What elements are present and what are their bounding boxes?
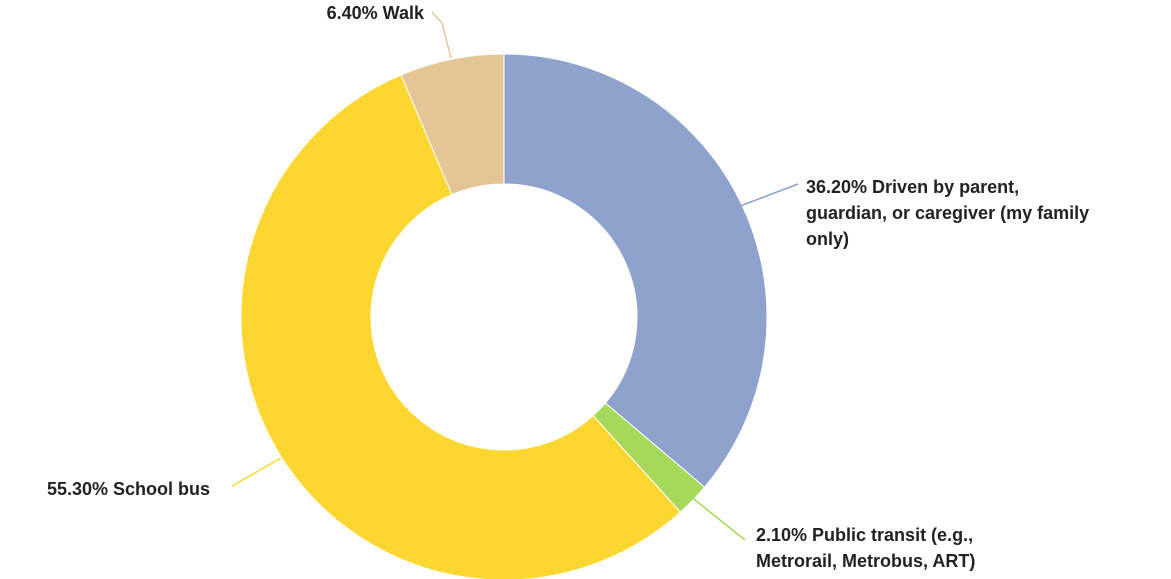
slice-label-line: 6.40% Walk <box>327 3 425 23</box>
slice-label-line: 55.30% School bus <box>47 479 210 499</box>
slice-label-2: 55.30% School bus <box>47 479 210 499</box>
leader-line-0 <box>739 183 799 207</box>
slice-label-line: guardian, or caregiver (my family <box>806 203 1089 223</box>
slice-label-0: 36.20% Driven by parent, guardian, or car… <box>806 177 1089 249</box>
slice-3 <box>400 53 505 196</box>
slice-2 <box>240 74 682 579</box>
slice-label-line: Metrorail, Metrobus, ART) <box>756 551 975 571</box>
slice-label-line: 36.20% Driven by parent, <box>806 177 1019 197</box>
leader-line-1 <box>689 495 746 541</box>
leader-line-3 <box>431 11 452 59</box>
slice-label-line: 2.10% Public transit (e.g., <box>756 525 973 545</box>
slice-label-1: 2.10% Public transit (e.g., Metrorail, Me… <box>756 525 975 571</box>
slice-label-3: 6.40% Walk <box>327 3 425 23</box>
slice-label-line: only) <box>806 229 849 249</box>
leader-line-2 <box>231 457 282 487</box>
slice-0 <box>503 53 768 488</box>
